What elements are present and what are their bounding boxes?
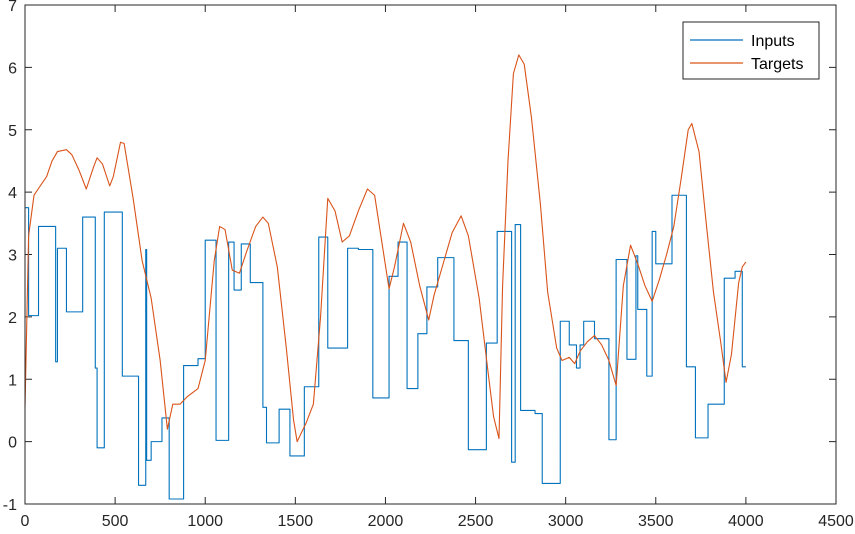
x-tick-label: 3500 [638, 513, 674, 530]
y-tick-labels: -1 0 1 2 3 4 5 6 7 [3, 0, 17, 514]
y-tick-label: -1 [3, 497, 17, 514]
series-line-targets [24, 54, 747, 443]
legend-box [682, 21, 820, 80]
x-tick-label: 4500 [818, 513, 854, 530]
legend: Inputs Targets [682, 21, 820, 80]
y-tick-label: 0 [8, 435, 17, 452]
x-tick-label: 1500 [278, 513, 314, 530]
x-tick-label: 0 [21, 513, 30, 530]
x-tick-label: 4000 [728, 513, 764, 530]
plot-frame [24, 4, 837, 505]
y-tick-label: 1 [8, 372, 17, 389]
x-tick-labels: 0 500 1000 1500 2000 2500 3000 3500 4000 4500 [21, 513, 854, 530]
plot-area [25, 5, 836, 504]
x-tick-label: 2000 [368, 513, 404, 530]
y-tick-label: 6 [8, 60, 17, 77]
legend-label-targets: Targets [751, 56, 803, 73]
x-tick-label: 3000 [548, 513, 584, 530]
series-line-inputs [25, 194, 746, 500]
y-tick-label: 3 [8, 248, 17, 265]
y-tick-label: 7 [8, 0, 17, 15]
x-tick-label: 500 [102, 513, 129, 530]
series-layer [24, 54, 747, 500]
y-tick-label: 4 [8, 185, 17, 202]
y-tick-label: 2 [8, 310, 17, 327]
x-tick-label: 2500 [458, 513, 494, 530]
y-tick-label: 5 [8, 123, 17, 140]
legend-label-inputs: Inputs [751, 33, 795, 50]
x-tick-label: 1000 [187, 513, 223, 530]
